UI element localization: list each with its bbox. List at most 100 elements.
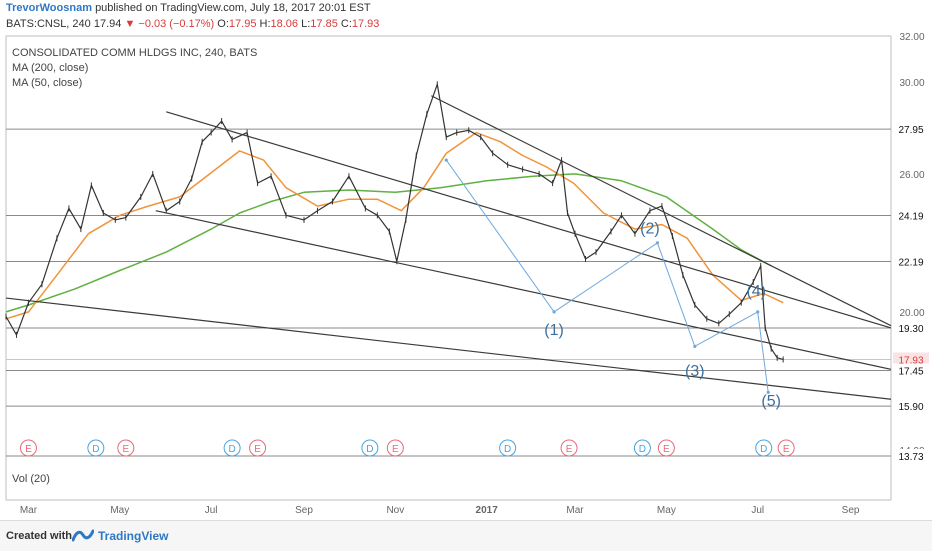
event-label-9: D <box>639 444 646 455</box>
x-tick-label-5: 2017 <box>476 505 499 516</box>
event-badge-0 <box>19 439 37 457</box>
wave-point-3 <box>693 344 697 348</box>
wave-point-0 <box>444 158 448 162</box>
volume-legend: Vol (20) <box>12 473 50 485</box>
ma200-line <box>5 173 772 313</box>
event-badge-1 <box>87 439 105 457</box>
close-value: 17.93 <box>351 18 380 30</box>
ohlc-line: BATS:CNSL, 240 17.94 ▼ −0.03 (−0.17%) O:… <box>6 18 379 30</box>
price-tag-bg-2 <box>893 254 929 269</box>
price-tag-1: 24.19 <box>898 212 923 223</box>
event-label-2: E <box>122 444 129 455</box>
publish-info: published on TradingView.com, July 18, 2… <box>95 2 371 14</box>
x-tick-label-6: Mar <box>566 505 584 516</box>
x-tick-label-3: Sep <box>295 505 313 516</box>
author-link[interactable]: TrevorWoosnam <box>6 2 92 14</box>
x-tick-label-8: Jul <box>751 505 764 516</box>
wave-point-4 <box>756 310 760 314</box>
y-tick-label-3: 20.00 <box>899 308 924 319</box>
price-tag-6: 15.90 <box>898 402 923 413</box>
event-label-0: E <box>25 444 32 455</box>
wave-label-2: (2) <box>640 221 660 238</box>
ma200-legend: MA (200, close) <box>12 62 88 74</box>
trendline-2 <box>155 210 892 370</box>
trendline-1 <box>431 95 892 327</box>
y-tick-label-1: 30.00 <box>899 78 924 89</box>
price-series <box>5 81 784 363</box>
x-tick-label-1: May <box>110 505 129 516</box>
chart-header: TrevorWoosnam published on TradingView.c… <box>0 0 932 34</box>
price-tag-bg-4 <box>893 352 929 367</box>
tradingview-logo-icon <box>72 529 94 542</box>
created-with-label: Created with <box>6 530 73 542</box>
low-value: 17.85 <box>310 18 338 30</box>
low-label: L: <box>301 18 311 30</box>
wave-point-5 <box>766 390 770 394</box>
price-tag-bg-3 <box>893 320 929 335</box>
open-label: O: <box>217 18 229 30</box>
wave-point-2 <box>655 241 659 245</box>
event-label-8: E <box>566 444 573 455</box>
event-label-5: D <box>366 444 373 455</box>
event-badge-6 <box>386 439 404 457</box>
high-value: 18.06 <box>270 18 299 30</box>
wave-label-4: (4) <box>746 283 766 300</box>
wave-count: (1) (2) (3) (4) (5) <box>444 158 781 410</box>
price-tag-bg-5 <box>893 363 929 378</box>
wave-label-1: (1) <box>544 322 564 339</box>
event-badge-5 <box>361 439 379 457</box>
tradingview-link[interactable]: TradingView <box>98 529 169 543</box>
x-tick-label-4: Nov <box>386 505 404 516</box>
event-label-11: D <box>760 444 767 455</box>
close-label: C: <box>340 18 352 30</box>
trendline-0 <box>166 111 892 329</box>
event-badge-11 <box>755 439 773 457</box>
series-line-1 <box>5 131 784 320</box>
wave-point-1 <box>552 310 556 314</box>
volume-pane <box>5 455 892 501</box>
event-label-6: E <box>392 444 399 455</box>
x-tick-label-7: May <box>657 505 676 516</box>
ma50-line <box>5 131 784 320</box>
publish-line: TrevorWoosnam published on TradingView.c… <box>6 2 371 14</box>
horizontal-levels <box>6 128 891 457</box>
last-price: 17.94 <box>93 18 122 30</box>
price-tag-bg-7 <box>893 449 929 463</box>
price-change: −0.03 (−0.17%) <box>138 18 215 30</box>
y-tick-label-2: 26.00 <box>899 170 924 181</box>
time-axis[interactable]: Mar May Jul Sep Nov 2017 Mar May Jul Sep <box>20 505 860 516</box>
event-badge-10 <box>657 439 675 457</box>
event-label-1: D <box>92 444 99 455</box>
high-label: H: <box>259 18 271 30</box>
event-label-3: D <box>228 444 235 455</box>
footer: Created with TradingView <box>0 520 932 551</box>
price-tag-0: 27.95 <box>898 125 923 136</box>
main-pane <box>5 35 892 457</box>
price-tag-2: 22.19 <box>898 258 923 269</box>
open-value: 17.95 <box>228 18 257 30</box>
event-label-7: D <box>504 444 511 455</box>
down-arrow-icon: ▼ <box>124 18 136 30</box>
symbol-label: BATS:CNSL, 240 <box>6 18 91 30</box>
ma50-legend: MA (50, close) <box>12 77 82 89</box>
event-label-4: E <box>254 444 261 455</box>
price-tag-5: 17.45 <box>898 366 923 377</box>
event-badge-3 <box>223 439 241 457</box>
price-tag-bg-1 <box>893 208 929 223</box>
event-label-12: E <box>783 444 790 455</box>
price-tag-4: 17.93 <box>898 355 923 366</box>
x-tick-label-9: Sep <box>842 505 860 516</box>
event-badge-4 <box>249 439 267 457</box>
trendlines <box>5 95 892 400</box>
price-axis[interactable]: 32.0030.0026.0020.0014.0027.9524.1922.19… <box>893 32 929 463</box>
x-tick-label-0: Mar <box>20 505 38 516</box>
chart-title: CONSOLIDATED COMM HLDGS INC, 240, BATS <box>12 47 257 59</box>
event-badge-12 <box>777 439 795 457</box>
price-chart[interactable]: CONSOLIDATED COMM HLDGS INC, 240, BATS M… <box>0 0 932 520</box>
price-tag-bg-0 <box>893 122 929 137</box>
price-tag-bg-6 <box>893 399 929 414</box>
event-badge-9 <box>633 439 651 457</box>
event-badge-8 <box>560 439 578 457</box>
event-badge-7 <box>499 439 517 457</box>
